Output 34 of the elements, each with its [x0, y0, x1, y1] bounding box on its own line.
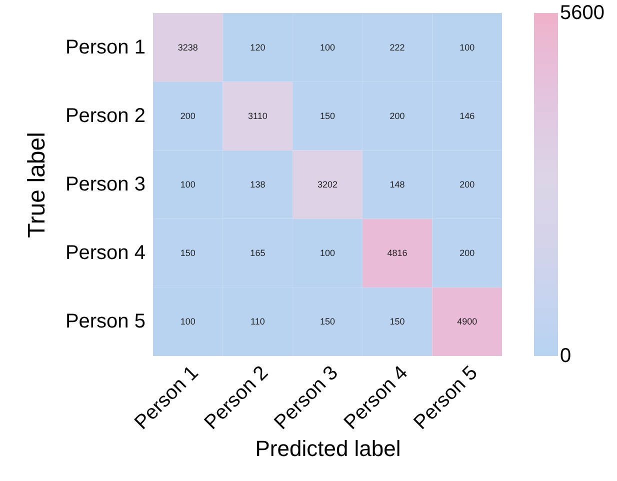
data-label: 4900: [457, 316, 478, 327]
data-label: 100: [320, 42, 336, 52]
data-label: 222: [390, 42, 405, 52]
color-bar-label: 5600: [560, 2, 604, 24]
data-label: 146: [460, 110, 475, 121]
data-label: 100: [180, 180, 196, 190]
x-axis-title: Predicted label: [255, 436, 401, 462]
y-tick-label: Person 1: [65, 36, 146, 58]
data-label: 165: [250, 248, 266, 258]
y-tick-label: Person 5: [65, 310, 146, 333]
data-label: 200: [180, 110, 196, 121]
data-label: 200: [460, 180, 475, 190]
data-label: 200: [390, 110, 405, 121]
data-label: 138: [250, 180, 266, 190]
color-bar-label: 0: [560, 345, 572, 367]
data-label: 100: [460, 42, 475, 52]
data-label: 110: [250, 316, 265, 327]
data-label: 3202: [317, 180, 338, 190]
data-label: 3238: [178, 42, 198, 52]
data-label: 150: [320, 110, 336, 121]
data-label: 150: [320, 316, 336, 327]
data-label: 148: [390, 180, 405, 190]
data-label: 100: [320, 248, 336, 258]
data-label: 3110: [248, 110, 268, 121]
data-label: 100: [180, 316, 196, 327]
data-label: 4816: [387, 248, 408, 258]
y-tick-label: Person 3: [65, 174, 146, 196]
y-tick-label: Person 4: [65, 242, 146, 264]
data-label: 120: [250, 42, 266, 52]
y-tick-label: Person 2: [65, 104, 146, 127]
y-axis-title: True label: [23, 132, 50, 238]
data-label: 150: [180, 248, 196, 258]
data-label: 200: [460, 248, 475, 258]
data-label: 150: [390, 316, 405, 327]
